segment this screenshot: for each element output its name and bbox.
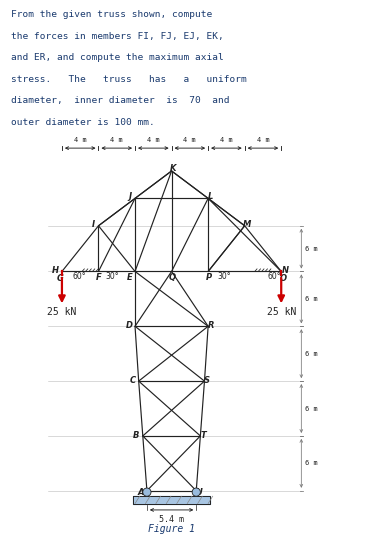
Text: 6 m: 6 m — [305, 351, 318, 357]
Text: diameter,  inner diameter  is  70  and: diameter, inner diameter is 70 and — [11, 96, 229, 105]
Text: J: J — [128, 193, 131, 201]
Text: A: A — [137, 487, 144, 497]
Text: U: U — [195, 487, 202, 497]
Text: N: N — [281, 266, 288, 275]
Text: 30°: 30° — [106, 272, 119, 281]
Text: 4 m: 4 m — [111, 137, 123, 143]
Text: S: S — [204, 375, 210, 385]
Text: 6 m: 6 m — [305, 406, 318, 412]
Text: 4 m: 4 m — [183, 137, 196, 143]
Text: 30°: 30° — [217, 272, 231, 281]
Text: K: K — [170, 164, 177, 173]
Text: R: R — [208, 321, 214, 330]
Text: F: F — [96, 273, 101, 282]
Text: stress.   The   truss   has   a   uniform: stress. The truss has a uniform — [11, 75, 247, 84]
Text: C: C — [130, 375, 136, 385]
Text: 4 m: 4 m — [220, 137, 233, 143]
Text: 4 m: 4 m — [74, 137, 87, 143]
Text: 6 m: 6 m — [305, 296, 318, 302]
Text: G: G — [57, 274, 64, 283]
Text: Q: Q — [169, 273, 176, 282]
Text: 60°: 60° — [268, 272, 281, 281]
Text: H: H — [52, 266, 59, 275]
Text: 25 kN: 25 kN — [266, 307, 296, 318]
Text: the forces in members FI, FJ, EJ, EK,: the forces in members FI, FJ, EJ, EK, — [11, 32, 224, 41]
Text: outer diameter is 100 mm.: outer diameter is 100 mm. — [11, 117, 155, 127]
Text: B: B — [133, 431, 139, 439]
Text: Figure 1: Figure 1 — [148, 524, 195, 534]
Text: P: P — [206, 273, 212, 282]
Text: T: T — [200, 431, 206, 439]
Text: M: M — [243, 220, 251, 229]
Text: O: O — [280, 274, 287, 283]
Text: 4 m: 4 m — [147, 137, 160, 143]
Text: 4 m: 4 m — [257, 137, 269, 143]
Polygon shape — [133, 496, 210, 504]
Text: and ER, and compute the maximum axial: and ER, and compute the maximum axial — [11, 53, 224, 62]
Circle shape — [192, 488, 200, 496]
Text: 6 m: 6 m — [305, 246, 318, 252]
Circle shape — [143, 488, 151, 496]
Text: 5.4 m: 5.4 m — [159, 516, 184, 524]
Text: E: E — [127, 273, 132, 282]
Text: L: L — [208, 193, 213, 201]
Text: 25 kN: 25 kN — [47, 307, 76, 318]
Text: D: D — [126, 321, 133, 330]
Text: 60°: 60° — [73, 272, 86, 281]
Text: I: I — [92, 220, 94, 229]
Text: 6 m: 6 m — [305, 460, 318, 466]
Text: From the given truss shown, compute: From the given truss shown, compute — [11, 10, 212, 19]
